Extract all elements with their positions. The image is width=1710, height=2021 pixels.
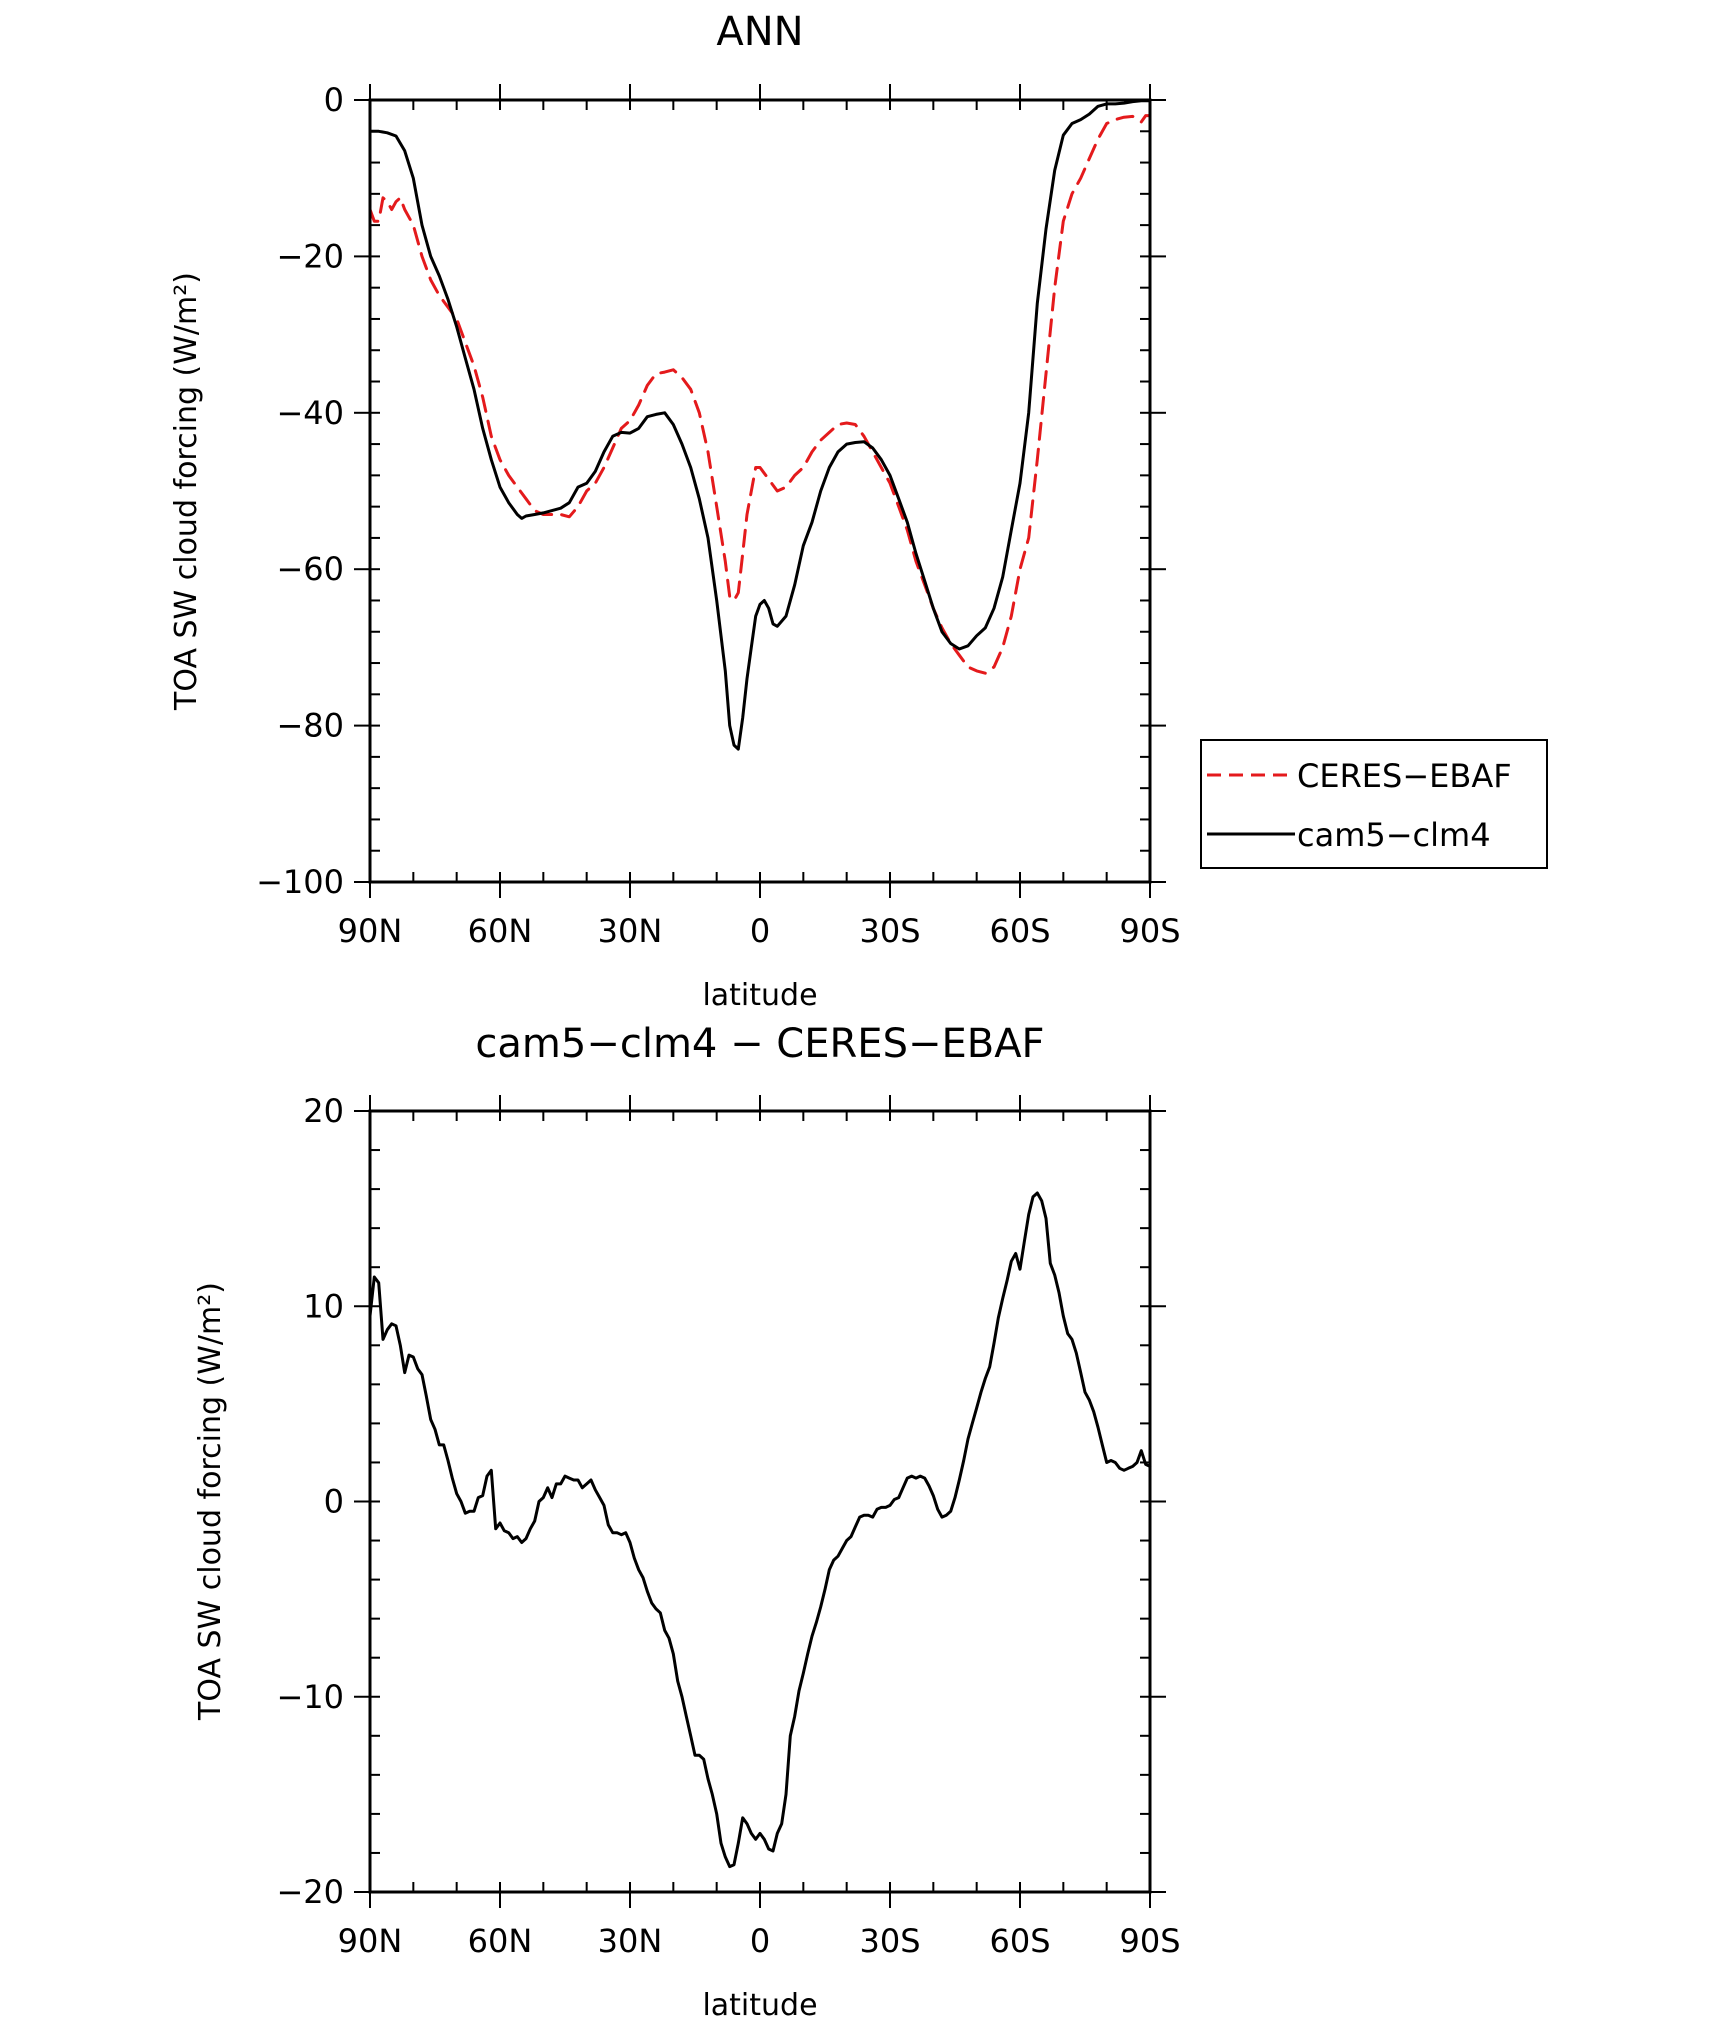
- difference-y-tick-label: 10: [303, 1287, 344, 1325]
- difference-x-tick-label: 60N: [468, 1922, 533, 1960]
- difference-chart-title: cam5−clm4 − CERES−EBAF: [475, 1021, 1044, 1067]
- annual-series-line-cam5-clm4: [368, 99, 1152, 751]
- difference-x-tick-label: 60S: [989, 1922, 1050, 1960]
- annual-axes: 90N 60N 30N 0 30S 60S 90S 0 −20 −40 −60 −80 −100: [256, 81, 1180, 950]
- difference-x-axis-label: latitude: [702, 1988, 817, 2021]
- annual-series-group: [368, 99, 1152, 751]
- annual-y-tick-label: −20: [276, 237, 344, 275]
- annual-y-tick-label: −40: [276, 394, 344, 432]
- annual-y-tick-label: −100: [256, 863, 344, 901]
- difference-x-tick-label: 90S: [1119, 1922, 1180, 1960]
- annual-x-tick-label: 30S: [859, 912, 920, 950]
- difference-y-tick-label: 0: [324, 1483, 344, 1521]
- annual-plot-frame: [368, 98, 1152, 884]
- annual-x-tick-label: 30N: [598, 912, 663, 950]
- difference-plot-frame: [368, 1109, 1152, 1894]
- legend-label-cam5-clm4: cam5−clm4: [1297, 816, 1491, 854]
- difference-axes: 90N 60N 30N 0 30S 60S 90S 20 10 0 −10 −20: [276, 1092, 1180, 1960]
- annual-y-axis-label: TOA SW cloud forcing (W/m²): [169, 272, 204, 711]
- annual-x-tick-label: 60N: [468, 912, 533, 950]
- annual-chart-title: ANN: [716, 9, 803, 55]
- legend: CERES−EBAF cam5−clm4: [1200, 739, 1548, 869]
- difference-series-line-difference: [368, 1191, 1152, 1869]
- difference-series-group: [368, 1191, 1152, 1869]
- difference-x-tick-label: 0: [750, 1922, 770, 1960]
- annual-x-tick-label: 0: [750, 912, 770, 950]
- difference-x-tick-label: 90N: [338, 1922, 403, 1960]
- legend-label-ceres-ebaf: CERES−EBAF: [1297, 757, 1512, 795]
- annual-series-line-ceres-ebaf: [368, 114, 1152, 675]
- annual-y-tick-label: 0: [324, 81, 344, 119]
- annual-x-tick-label: 60S: [989, 912, 1050, 950]
- difference-y-tick-label: −20: [276, 1873, 344, 1911]
- annual-x-tick-label: 90S: [1119, 912, 1180, 950]
- annual-panel: ANN 90N 60N 30N 0 30S 60S 90S 0 −20 −40 −60 −80 −100…: [169, 9, 1548, 1013]
- annual-x-axis-label: latitude: [702, 978, 817, 1013]
- difference-x-tick-label: 30S: [859, 1922, 920, 1960]
- legend-box: [1200, 739, 1548, 869]
- annual-x-tick-label: 90N: [338, 912, 403, 950]
- difference-panel: cam5−clm4 − CERES−EBAF 90N 60N 30N 0 30S 60S 9…: [193, 1021, 1181, 2021]
- difference-y-axis-label: TOA SW cloud forcing (W/m²): [193, 1282, 228, 1721]
- difference-y-tick-label: −10: [276, 1678, 344, 1716]
- annual-y-tick-label: −80: [276, 707, 344, 745]
- annual-y-tick-label: −60: [276, 550, 344, 588]
- difference-x-tick-label: 30N: [598, 1922, 663, 1960]
- difference-y-tick-label: 20: [303, 1092, 344, 1130]
